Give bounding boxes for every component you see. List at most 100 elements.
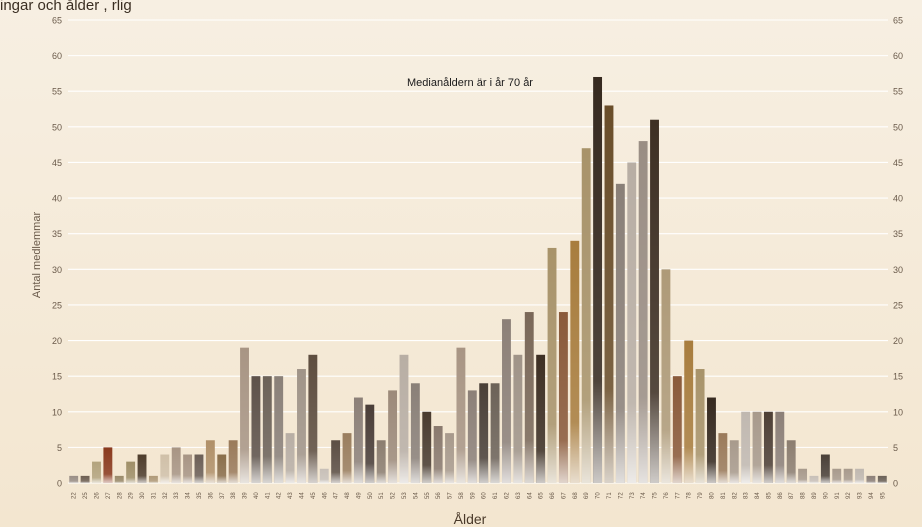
bar <box>490 383 500 483</box>
x-tick-label: 64 <box>527 492 533 499</box>
bar-sheen <box>194 454 204 483</box>
bar <box>866 475 876 483</box>
x-tick-label: 60 <box>482 492 488 499</box>
x-tick-label: 80 <box>709 492 715 499</box>
bar <box>638 141 648 484</box>
bar <box>103 447 113 483</box>
y-axis-right-ticks: 0 5 10 15 20 25 30 35 40 45 50 55 60 65 <box>893 16 903 489</box>
bar <box>285 433 295 483</box>
x-tick-label: 85 <box>766 492 772 499</box>
bar <box>627 162 637 483</box>
bar-sheen <box>832 468 842 483</box>
y-tick-label: 5 <box>57 443 62 453</box>
y-tick-label: 40 <box>52 194 62 204</box>
y-tick-label-right: 15 <box>893 372 903 382</box>
bar <box>513 354 523 483</box>
bar <box>524 312 534 483</box>
y-tick-label-right: 35 <box>893 229 903 239</box>
bar-sheen <box>763 411 773 483</box>
bar <box>376 440 386 483</box>
y-axis-label: Antal medlemmar <box>31 212 43 299</box>
y-tick-label: 50 <box>52 122 62 132</box>
bar <box>650 119 659 483</box>
x-tick-label: 37 <box>220 492 226 499</box>
bar <box>365 404 375 483</box>
bar <box>183 454 193 483</box>
bar <box>615 183 625 484</box>
bar-sheen <box>137 454 147 483</box>
x-tick-label: 94 <box>869 492 875 499</box>
bar-sheen <box>707 397 716 483</box>
x-tick-label: 49 <box>356 492 362 499</box>
x-tick-label: 93 <box>858 492 864 499</box>
x-tick-label: 22 <box>72 492 78 499</box>
bar <box>855 468 864 483</box>
y-tick-label-right: 45 <box>893 158 903 168</box>
bar-sheen <box>593 76 603 483</box>
bar <box>707 397 716 483</box>
bar <box>604 105 614 483</box>
bar-sheen <box>752 411 762 483</box>
x-tick-label: 38 <box>231 492 237 499</box>
x-tick-label: 29 <box>129 492 135 499</box>
x-tick-label: 58 <box>459 492 465 499</box>
bar-sheen <box>205 440 215 483</box>
bar-sheen <box>604 105 614 483</box>
bar-sheen <box>855 468 864 483</box>
bar <box>217 454 227 483</box>
x-tick-label: 42 <box>277 492 283 499</box>
bar <box>502 319 511 483</box>
bar-sheen <box>274 376 284 483</box>
x-tick-label: 39 <box>243 492 249 499</box>
bar-sheen <box>422 411 432 483</box>
x-tick-label: 54 <box>413 492 419 499</box>
y-tick-label-right: 40 <box>893 194 903 204</box>
bar <box>319 468 329 483</box>
bar-sheen <box>342 433 352 483</box>
x-tick-label: 48 <box>345 492 351 499</box>
x-tick-label: 73 <box>630 492 636 499</box>
bar-sheen <box>126 461 136 483</box>
bar <box>752 411 762 483</box>
x-tick-label: 43 <box>288 492 294 499</box>
bar-sheen <box>570 240 580 483</box>
bar <box>114 475 124 483</box>
y-tick-label: 65 <box>52 16 62 26</box>
x-tick-label: 35 <box>197 492 203 499</box>
bar <box>467 390 477 483</box>
bar <box>820 454 830 483</box>
x-tick-label: 62 <box>504 492 510 499</box>
bar-sheen <box>615 183 625 484</box>
bar-sheen <box>217 454 227 483</box>
x-tick-label: 63 <box>516 492 522 499</box>
x-tick-label: 76 <box>664 492 670 499</box>
x-tick-label: 51 <box>379 492 385 499</box>
bar <box>205 440 215 483</box>
x-tick-label: 70 <box>596 492 602 499</box>
bar <box>433 426 443 483</box>
bar-sheen <box>228 440 238 483</box>
bar-sheen <box>160 454 170 483</box>
y-tick-label: 20 <box>52 336 62 346</box>
y-tick-label-right: 0 <box>893 479 898 489</box>
bar-sheen <box>798 468 808 483</box>
bar <box>388 390 398 483</box>
bar <box>410 383 420 483</box>
bar <box>194 454 204 483</box>
bar-sheen <box>331 440 341 483</box>
x-axis-label: Ålder <box>454 511 487 527</box>
x-tick-label: 84 <box>755 492 761 499</box>
bar-sheen <box>809 475 819 483</box>
bar-sheen <box>786 440 796 483</box>
x-tick-label: 47 <box>334 492 340 499</box>
x-tick-label: 67 <box>561 492 567 499</box>
y-tick-label: 10 <box>52 407 62 417</box>
bar <box>137 454 147 483</box>
bar <box>251 376 261 483</box>
bar <box>593 76 603 483</box>
x-tick-label: 45 <box>311 492 317 499</box>
bar-sheen <box>183 454 193 483</box>
x-tick-label: 25 <box>83 492 89 499</box>
x-tick-label: 65 <box>539 492 545 499</box>
x-tick-label: 77 <box>675 492 681 499</box>
